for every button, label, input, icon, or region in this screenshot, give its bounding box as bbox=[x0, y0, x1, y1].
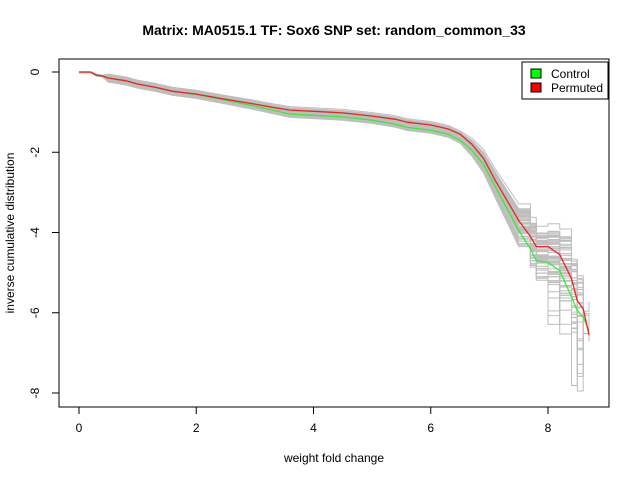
background-series-line bbox=[79, 71, 584, 290]
y-tick-label: -6 bbox=[28, 307, 42, 318]
background-series-group bbox=[79, 71, 590, 392]
background-series-line bbox=[79, 71, 584, 302]
background-series-line bbox=[79, 71, 590, 312]
legend-label-control: Control bbox=[551, 67, 590, 81]
x-axis-label: weight fold change bbox=[283, 451, 384, 465]
main-series-group bbox=[79, 71, 590, 335]
background-series-line bbox=[79, 71, 578, 285]
x-tick-label: 6 bbox=[427, 421, 434, 435]
background-series-line bbox=[79, 71, 572, 271]
y-axis: 0 -2 -4 -6 -8 bbox=[28, 68, 60, 398]
background-series-line bbox=[79, 71, 578, 324]
legend-box bbox=[521, 61, 609, 100]
x-tick-label: 0 bbox=[76, 421, 83, 435]
background-series-line bbox=[79, 71, 572, 260]
x-axis: 0 2 4 6 8 bbox=[76, 406, 552, 435]
background-series-line bbox=[79, 71, 584, 284]
y-axis-label: inverse cumulative distribution bbox=[3, 153, 17, 314]
background-series-line bbox=[79, 72, 584, 392]
legend: Control Permuted bbox=[521, 61, 609, 100]
background-series-line bbox=[79, 71, 584, 301]
chart-title: Matrix: MA0515.1 TF: Sox6 SNP set: rando… bbox=[142, 22, 526, 38]
background-series-line bbox=[79, 71, 584, 294]
y-tick-label: -2 bbox=[28, 147, 42, 158]
background-series-line bbox=[79, 71, 578, 286]
legend-swatch-control bbox=[530, 68, 542, 79]
x-tick-label: 4 bbox=[310, 421, 317, 435]
legend-swatch-permuted bbox=[530, 82, 542, 93]
x-tick-label: 2 bbox=[193, 421, 200, 435]
background-series-line bbox=[79, 72, 584, 386]
y-tick-label: -8 bbox=[28, 387, 42, 398]
background-series-line bbox=[79, 71, 584, 290]
y-tick-label: -4 bbox=[28, 227, 42, 238]
y-tick-label: 0 bbox=[28, 68, 42, 75]
x-tick-label: 8 bbox=[545, 421, 552, 435]
series-line-permuted bbox=[79, 71, 590, 335]
legend-label-permuted: Permuted bbox=[551, 81, 603, 95]
background-series-line bbox=[79, 71, 584, 282]
